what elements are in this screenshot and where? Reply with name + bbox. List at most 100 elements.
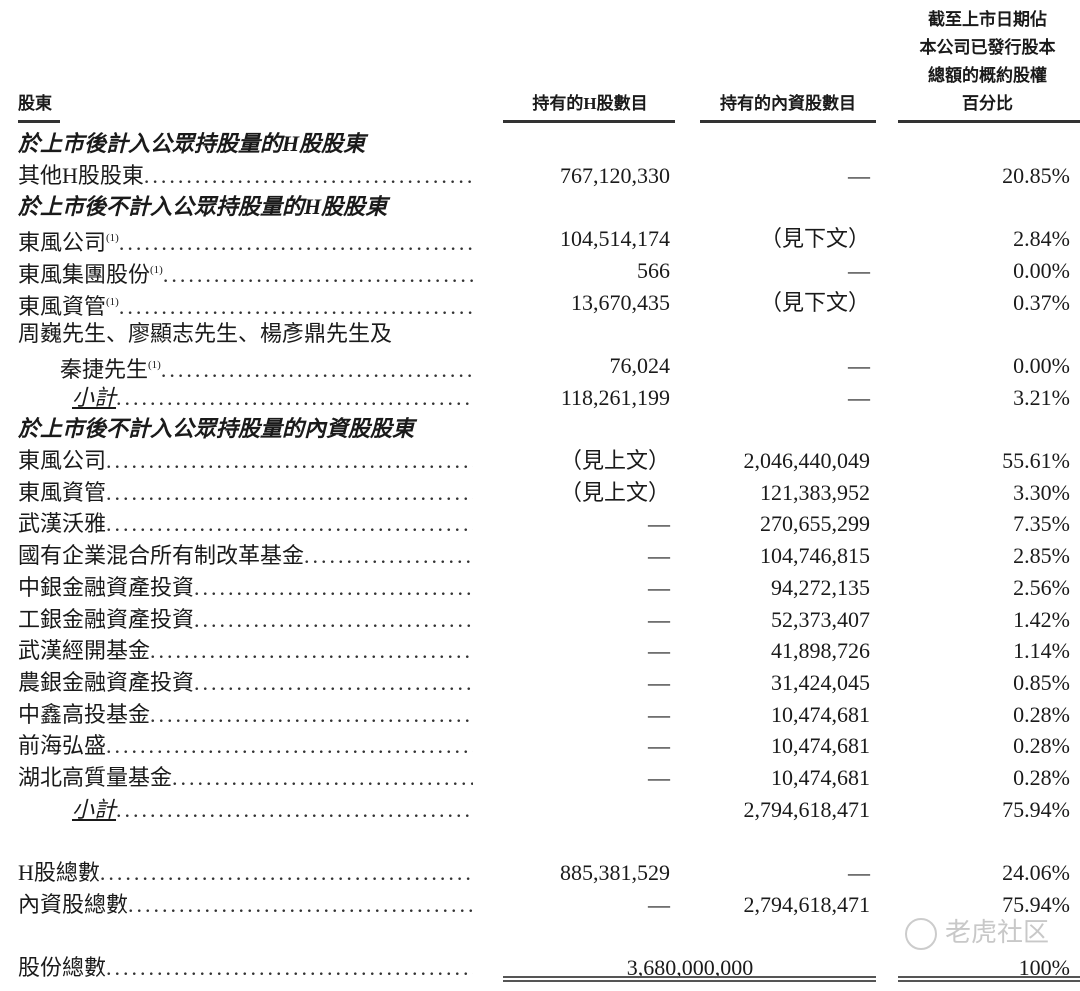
table-row: 武漢經開基金..................................… [0,635,1080,667]
dot-leader: ........................................… [118,293,473,319]
percentage-cell: 0.28% [1013,701,1070,727]
header-domestic-shares: 持有的內資股數目 [720,94,856,113]
label-text: 東風公司 [18,448,107,473]
h-shares-cell: — [648,733,670,759]
label-text: 內資股總數 [18,891,129,917]
domestic-shares-cell: 270,655,299 [760,511,870,537]
table-row: 東風資管(1).................................… [0,287,1080,319]
percentage-cell: 20.85% [1002,162,1070,188]
header-line: 截至上市日期佔 [928,10,1047,29]
row-label: 小計......................................… [72,794,472,826]
header-line: 本公司已發行股本 [919,38,1056,57]
label-text: 小計 [72,796,117,822]
domestic-shares-cell: 41,898,726 [771,638,870,664]
row-label: 中鑫高投基金..................................… [18,699,473,731]
header-rule [503,120,675,123]
dot-leader: ........................................… [118,230,473,256]
header-rule [700,120,876,123]
dot-leader: ........................................… [106,733,473,759]
domestic-shares-cell: 2,046,440,049 [743,448,871,473]
h-shares-cell: — [648,511,670,537]
watermark: 老虎社区 [905,912,1049,950]
dot-leader: ........................................… [194,574,473,600]
footnote-ref: (1) [150,263,163,276]
table-row: 東風資管....................................… [0,477,1080,509]
table-row: 東風公司(1).................................… [0,223,1080,255]
row-label: 中銀金融資產投資................................… [18,572,473,604]
dot-leader: ........................................… [106,448,473,473]
domestic-shares-cell: 10,474,681 [771,733,870,759]
percentage-cell: 55.61% [1002,448,1070,473]
row-label: 東風資管....................................… [18,477,473,509]
h-shares-cell: — [648,638,670,664]
table-row: 中鑫高投基金..................................… [0,699,1080,731]
table-row: 小計......................................… [0,794,1080,826]
h-shares-cell: — [648,701,670,727]
table-row: 國有企業混合所有制改革基金...........................… [0,540,1080,572]
table-row: H股總數....................................… [0,857,1080,889]
watermark-text: 老虎社区 [945,918,1050,948]
label-text: 秦捷先生 [60,356,149,382]
dot-leader: ........................................… [106,479,473,505]
dot-leader: ........................................… [116,796,472,822]
h-shares-cell: 767,120,330 [560,162,670,188]
percentage-cell: 0.00% [1013,352,1070,378]
table-row: 湖北高質量基金.................................… [0,762,1080,794]
row-label: 秦捷先生(1).................................… [60,350,473,386]
table-row: 東風公司....................................… [0,445,1080,477]
label-text: 東風資管 [18,479,107,505]
domestic-shares-cell: — [848,257,870,283]
table-row: 中銀金融資產投資................................… [0,572,1080,604]
h-shares-cell: 885,381,529 [560,860,670,886]
label-text: 於上市後不計入公眾持股量的內資股股東 [18,416,415,442]
header-line: 總額的概約股權 [928,66,1047,85]
percentage-cell: 7.35% [1013,511,1070,537]
percentage-cell: 0.85% [1013,669,1070,695]
row-label: 小計......................................… [72,382,472,414]
header-h-shares: 持有的H股數目 [532,94,648,113]
label-text: 東風集團股份 [18,261,151,287]
table-row: 工銀金融資產投資................................… [0,604,1080,636]
domestic-shares-cell: — [848,384,870,410]
percentage-cell: 1.42% [1013,606,1070,632]
label-text: 東風資管 [18,293,107,319]
row-label: 東風資管(1).................................… [18,287,473,323]
domestic-shares-cell: 52,373,407 [771,606,870,632]
domestic-shares-cell: 10,474,681 [771,765,870,790]
dot-leader: ........................................… [150,638,473,664]
dot-leader: ........................................… [162,261,473,287]
percentage-cell: 24.06% [1002,860,1070,886]
table-row: 於上市後不計入公眾持股量的內資股股東 [0,413,1080,445]
percentage-cell: 1.14% [1013,638,1070,664]
row-label: 農銀金融資產投資................................… [18,667,473,699]
row-label: 東風公司....................................… [18,445,473,477]
percentage-cell: 2.56% [1013,574,1070,600]
percentage-cell: 75.94% [1002,796,1070,822]
domestic-shares-cell: 31,424,045 [771,669,870,695]
table-row: 其他H股股東..................................… [0,160,1080,192]
label-text: 於上市後不計入公眾持股量的H股股東 [18,194,388,220]
label-text: 於上市後計入公眾持股量的H股股東 [18,131,366,156]
dot-leader: ........................................… [150,701,473,727]
h-shares-cell: — [648,891,670,917]
row-label: H股總數....................................… [18,857,473,889]
label-text: 其他H股股東 [18,162,144,188]
label-text: 前海弘盛 [18,733,107,759]
total-double-rule [898,976,1080,982]
label-text: 小計 [72,384,117,410]
dot-leader: ........................................… [106,955,473,981]
label-text: 中鑫高投基金 [18,701,151,727]
domestic-shares-cell: （見下文） [759,289,870,315]
percentage-cell: 2.85% [1013,543,1070,569]
dot-leader: ........................................… [194,669,473,695]
domestic-shares-cell: 10,474,681 [771,701,870,727]
table-row: 武漢沃雅....................................… [0,508,1080,540]
row-label: 東風公司(1).................................… [18,223,473,259]
h-shares-cell: 118,261,199 [560,384,670,410]
domestic-shares-cell: — [848,352,870,378]
watermark-logo-icon [905,917,937,950]
percentage-cell: 3.30% [1013,479,1070,505]
label-text: H股總數 [18,860,100,886]
table-row: 周巍先生、廖顯志先生、楊彥鼎先生及 [0,318,1080,350]
row-label: 工銀金融資產投資................................… [18,604,473,636]
